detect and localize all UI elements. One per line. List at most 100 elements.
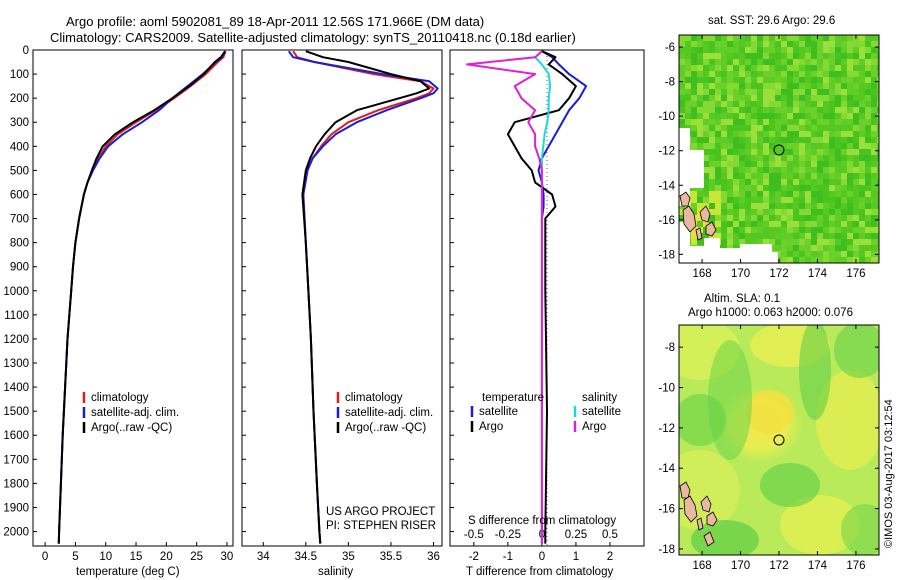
depth-tick-label: 200: [10, 93, 29, 105]
sst-lat-label: -8: [665, 77, 675, 89]
difference-argo-line: [506, 50, 577, 544]
temperature-profile-lines: [57, 50, 227, 544]
s-difference-tick-label: 0.25: [565, 529, 587, 541]
credit-project: US ARGO PROJECT: [326, 506, 435, 518]
temperature-tick-label: 15: [130, 551, 143, 563]
sla-lon-label: 174: [808, 560, 828, 572]
salinity-clim-line: [292, 50, 435, 544]
depth-tick-label: 700: [10, 214, 29, 226]
title-line-2: Climatology: CARS2009. Satellite-adjuste…: [50, 30, 576, 45]
sst-lat-label: -6: [665, 42, 675, 54]
depth-tick-label: 600: [10, 189, 29, 201]
depth-tick-label: 400: [10, 141, 29, 153]
depth-tick-label: 1200: [3, 334, 29, 346]
difference-sal-legend-label: Argo: [582, 421, 606, 433]
salinity-tick-label: 35.5: [380, 551, 402, 563]
depth-tick-label: 100: [10, 69, 29, 81]
sla-lat-label: -10: [658, 383, 675, 395]
s-difference-label: S difference from climatology: [468, 515, 616, 527]
sla-argo-marker: [773, 434, 785, 446]
sst-map-axes: -6 -8 -10 -12 -14 -16 -18 168 170 172 174 176: [658, 35, 879, 280]
difference-temp-legend-label: satellite: [479, 406, 518, 418]
sla-lat-label: -8: [665, 342, 675, 354]
temperature-tick-label: 30: [221, 551, 234, 563]
salinity-panel-frame: [241, 49, 443, 547]
sst-lat-label: -12: [658, 146, 675, 158]
depth-tick-label: 1400: [3, 382, 29, 394]
sst-lon-label: 168: [692, 268, 711, 280]
temperature-x-label: temperature (deg C): [76, 566, 180, 578]
s-difference-tick-label: -0.5: [464, 529, 484, 541]
salinity-legend-label: satellite-adj. clim.: [345, 407, 433, 419]
salinity-sat-line: [287, 50, 439, 544]
sla-lat-label: -14: [658, 463, 675, 475]
t-difference-tick-label: 1: [573, 551, 579, 563]
sla-lat-label: -16: [658, 504, 675, 516]
depth-tick-label: 1100: [4, 310, 29, 322]
temperature-tick-label: 0: [42, 551, 48, 563]
depth-tick-label: 1300: [3, 358, 29, 370]
sst-lon-label: 172: [769, 268, 788, 280]
depth-axis-ticks: [33, 49, 454, 533]
temperature-x-axis: 0 5 10 15 20 25 30: [42, 542, 233, 563]
salinity-x-axis: 34 34.5 35 35.5 36: [257, 542, 440, 563]
t-difference-tick-label: 0: [539, 551, 545, 563]
depth-axis: 0 100 200 300 400 500 600 700 800 900 1000 1100 1200…: [3, 45, 29, 539]
sst-map-title: sat. SST: 29.6 Argo: 29.6: [708, 15, 835, 27]
sla-lon-label: 170: [731, 560, 750, 572]
sst-lat-label: -16: [658, 215, 675, 227]
sst-lon-label: 176: [846, 268, 865, 280]
temperature-argo-line: [57, 50, 226, 544]
sla-map-axes: -8 -10 -12 -14 -16 -18 168 170 172 174 176: [658, 325, 879, 572]
salinity-x-label: salinity: [318, 566, 353, 578]
sla-lat-label: -12: [658, 423, 675, 435]
difference-legend: satellite Argo satellite Argo: [470, 406, 621, 433]
t-difference-label: T difference from climatology: [466, 566, 613, 578]
temperature-tick-label: 10: [99, 551, 112, 563]
sla-lon-label: 176: [846, 560, 865, 572]
sst-lat-label: -10: [658, 111, 675, 123]
sla-lat-label: -18: [658, 544, 675, 556]
t-difference-tick-label: 2: [607, 551, 613, 563]
temperature-legend: climatology satellite-adj. clim. Argo(..ra…: [82, 392, 179, 434]
t-difference-tick-label: -2: [469, 551, 479, 563]
depth-tick-label: 1800: [3, 478, 29, 490]
sst-lon-label: 174: [808, 268, 828, 280]
depth-tick-label: 0: [23, 45, 29, 57]
salinity-legend: climatology satellite-adj. clim. Argo(..ra…: [336, 392, 433, 434]
depth-tick-label: 1000: [3, 286, 29, 298]
salinity-tick-label: 34.5: [295, 551, 317, 563]
salinity-legend-label: Argo(..raw -QC): [345, 422, 426, 434]
legend-temperature-title: temperature: [482, 392, 544, 404]
salinity-legend-label: climatology: [345, 392, 403, 404]
temperature-legend-label: Argo(..raw -QC): [91, 422, 172, 434]
credit-pi: PI: STEPHEN RISER: [326, 520, 436, 532]
salinity-profile-lines: [287, 50, 439, 544]
salinity-tick-label: 34: [257, 551, 270, 563]
temperature-legend-label: climatology: [91, 392, 149, 404]
salinity-tick-label: 36: [427, 551, 440, 563]
sst-lat-label: -18: [658, 249, 675, 261]
depth-tick-label: 1700: [3, 454, 29, 466]
s-difference-tick-label: -0.25: [495, 529, 521, 541]
sla-map-title-1: Altim. SLA: 0.1: [704, 293, 780, 305]
legend-salinity-title: salinity: [582, 392, 617, 404]
difference-sal-legend-label: satellite: [582, 406, 621, 418]
sla-lon-label: 172: [769, 560, 788, 572]
depth-tick-label: 300: [10, 117, 29, 129]
depth-tick-label: 2000: [3, 527, 29, 539]
salinity-tick-label: 35: [342, 551, 355, 563]
sst-lon-label: 170: [731, 268, 750, 280]
temperature-tick-label: 5: [72, 551, 78, 563]
depth-tick-label: 1600: [3, 430, 29, 442]
depth-tick-label: 500: [10, 165, 29, 177]
sla-lon-label: 168: [692, 560, 711, 572]
depth-tick-label: 900: [10, 262, 29, 274]
temperature-clim-line: [57, 50, 227, 544]
sla-map-field: [679, 325, 879, 555]
depth-tick-label: 1900: [3, 502, 29, 514]
imos-timestamp: ©IMOS 03-Aug-2017 03:12:54: [883, 399, 895, 548]
temperature-sat-line: [57, 50, 226, 544]
